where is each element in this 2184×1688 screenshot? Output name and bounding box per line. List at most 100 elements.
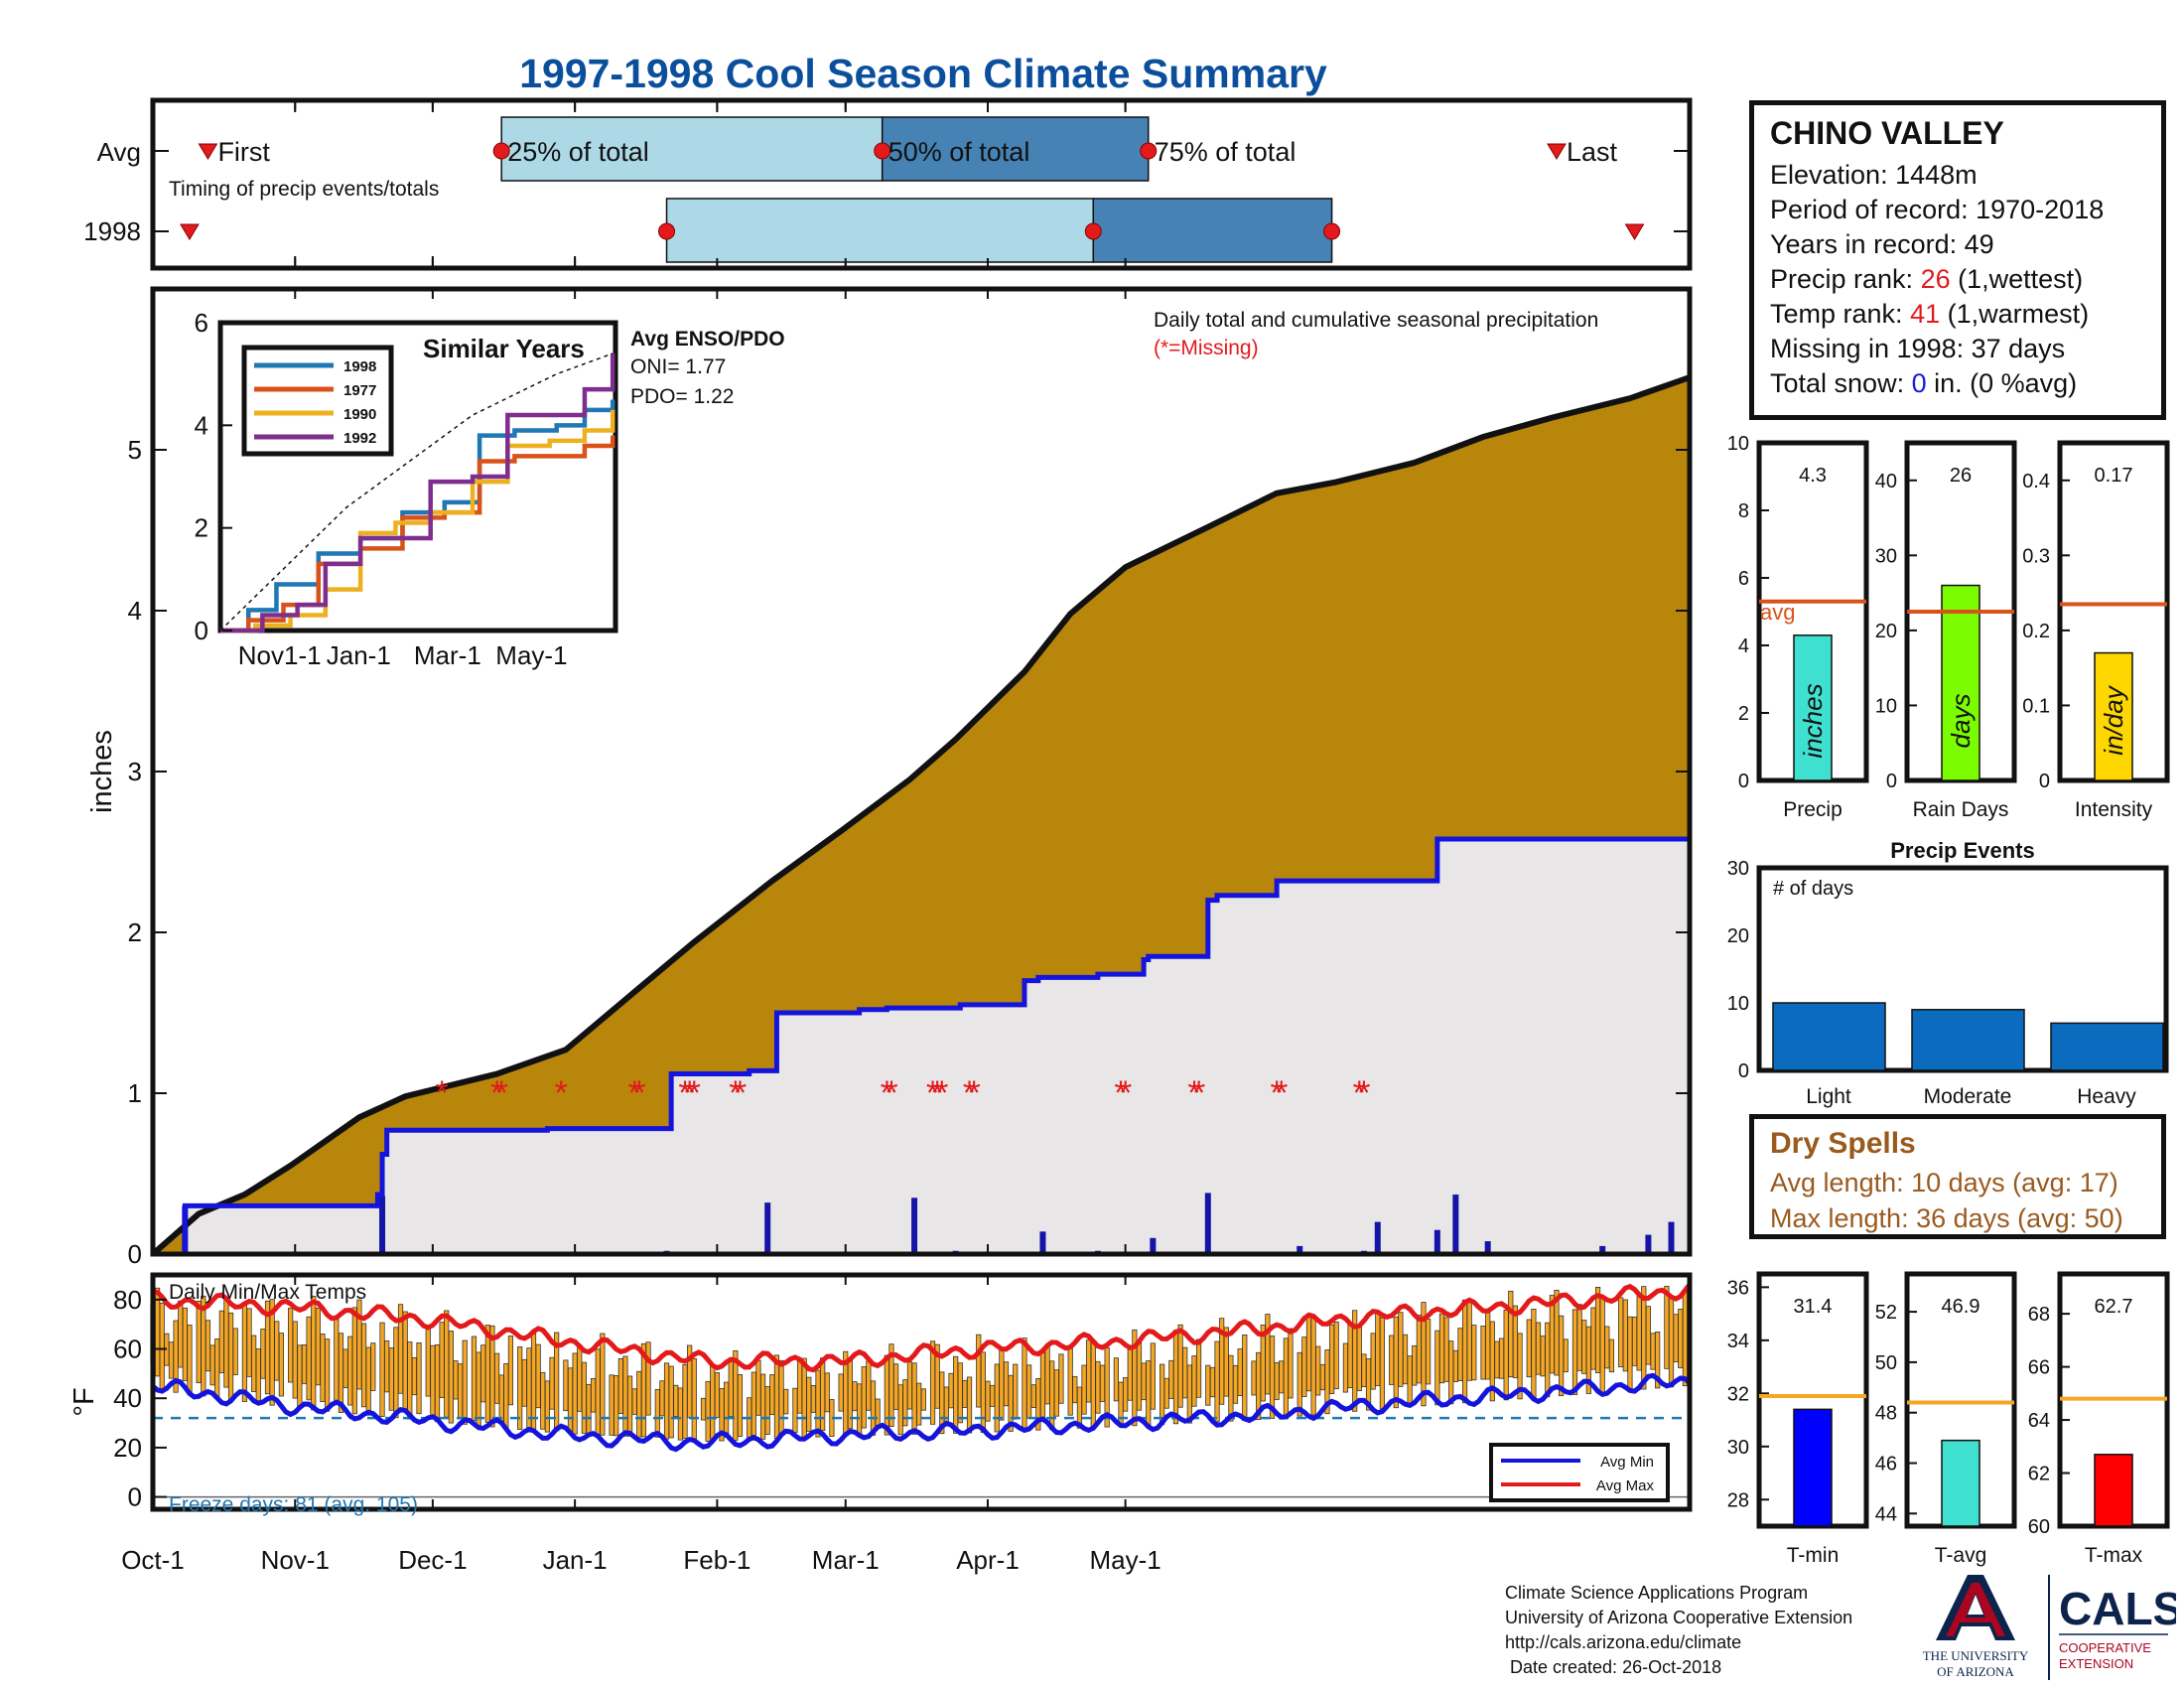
daily-temp-bar bbox=[1678, 1309, 1684, 1368]
daily-temp-bar bbox=[600, 1333, 606, 1436]
inset-x-tick-label: Nov1-1 bbox=[238, 640, 322, 670]
summary-y-tick-label: 62 bbox=[2028, 1464, 2050, 1485]
daily-temp-bar bbox=[1655, 1332, 1661, 1389]
daily-temp-bar bbox=[227, 1312, 234, 1401]
daily-temp-bar bbox=[301, 1344, 308, 1384]
missing-marker: * bbox=[1187, 1074, 1200, 1112]
daily-temp-bar bbox=[1030, 1384, 1036, 1409]
daily-temp-bar bbox=[1673, 1314, 1679, 1363]
daily-temp-bar bbox=[824, 1372, 830, 1413]
daily-temp-bar bbox=[682, 1363, 688, 1439]
precip-events-y-tick-label: 20 bbox=[1727, 925, 1749, 947]
daily-temp-bar bbox=[622, 1355, 628, 1437]
daily-temp-bar bbox=[521, 1358, 527, 1407]
daily-temp-bar bbox=[232, 1328, 238, 1375]
precip-rank-prefix: Precip rank: bbox=[1770, 264, 1921, 294]
daily-temp-bar bbox=[990, 1384, 996, 1407]
summary-value-label: 26 bbox=[1950, 465, 1972, 487]
daily-temp-bar bbox=[737, 1374, 744, 1437]
missing-marker: * bbox=[683, 1074, 696, 1112]
timing-year-label: 1998 bbox=[83, 216, 141, 246]
summary-category-label: T-max bbox=[2085, 1544, 2143, 1567]
temp-panel: 0 20 40 60 80 Daily Min/Max Temps Freeze day… bbox=[68, 1272, 1693, 1516]
missing-marker: * bbox=[734, 1074, 747, 1112]
legend-max-label: Avg Max bbox=[1596, 1477, 1655, 1494]
temp-panel-frame bbox=[150, 1272, 1693, 1512]
daily-temp-bar bbox=[526, 1347, 532, 1428]
daily-temp-bar bbox=[1242, 1335, 1248, 1421]
daily-temp-bar bbox=[1443, 1317, 1449, 1382]
year-50-75-box bbox=[1092, 198, 1333, 263]
daily-temp-bar bbox=[1361, 1353, 1367, 1387]
summary-y-tick-label: 52 bbox=[1875, 1302, 1897, 1324]
daily-temp-bar bbox=[1608, 1338, 1615, 1373]
daily-temp-bar bbox=[416, 1342, 422, 1415]
footer-line-3[interactable]: http://cals.arizona.edu/climate bbox=[1505, 1632, 1742, 1652]
daily-precip-bar bbox=[1645, 1234, 1652, 1254]
summary-y-tick-label: 30 bbox=[1727, 1437, 1749, 1459]
summary-y-tick-label: 30 bbox=[1875, 545, 1897, 567]
daily-precip-bar bbox=[1668, 1221, 1675, 1254]
summary-y-tick-label: 44 bbox=[1875, 1503, 1897, 1525]
year-cumulative-line bbox=[153, 739, 1693, 1257]
daily-temp-bar bbox=[1342, 1342, 1349, 1393]
daily-temp-bar bbox=[462, 1339, 468, 1425]
missing-marker: * bbox=[1357, 1074, 1370, 1112]
temp-ylabel: °F bbox=[68, 1387, 100, 1416]
enso-title: Avg ENSO/PDO bbox=[630, 328, 785, 351]
summary-y-tick-label: 4 bbox=[1738, 635, 1749, 657]
daily-temp-bar bbox=[402, 1311, 408, 1413]
inset-y-tick-label: 2 bbox=[195, 513, 208, 543]
daily-temp-bar bbox=[957, 1362, 963, 1424]
inset-series-1977 bbox=[220, 435, 615, 633]
daily-temp-bar bbox=[218, 1310, 224, 1374]
daily-temp-bar bbox=[1301, 1336, 1307, 1397]
year-25-50-box bbox=[665, 198, 1095, 263]
daily-temp-bar bbox=[668, 1365, 674, 1439]
snow-line: Total snow: 0 in. (0 %avg) bbox=[1770, 366, 2145, 401]
daily-temp-bar bbox=[1090, 1341, 1096, 1429]
daily-temp-bar bbox=[1498, 1337, 1505, 1379]
daily-temp-bar bbox=[572, 1352, 578, 1435]
temp-rank-value: 41 bbox=[1910, 299, 1941, 329]
daily-temp-bar bbox=[1177, 1324, 1183, 1408]
daily-temp-bar bbox=[1412, 1344, 1418, 1386]
temp-y-tick-label: 0 bbox=[128, 1482, 142, 1512]
daily-temp-bar bbox=[1540, 1336, 1546, 1377]
daily-temp-bar bbox=[691, 1357, 697, 1442]
daily-temp-bar bbox=[714, 1372, 720, 1418]
daily-temp-bar bbox=[659, 1380, 665, 1417]
daily-temp-bar bbox=[1631, 1317, 1638, 1366]
daily-temp-bar bbox=[994, 1363, 1000, 1433]
inset-legend-label: 1990 bbox=[343, 406, 376, 423]
summary-panel-t-max: 60 62 64 66 68 62.7 T-max bbox=[2028, 1271, 2170, 1567]
daily-precip-bar bbox=[1150, 1237, 1157, 1254]
main-y-tick-label: 5 bbox=[128, 435, 142, 465]
daily-temp-bar bbox=[1512, 1305, 1519, 1378]
daily-temp-bar bbox=[820, 1357, 826, 1431]
daily-temp-bar bbox=[1457, 1328, 1463, 1381]
x-axis-label: May-1 bbox=[1090, 1545, 1161, 1575]
daily-precip-bar bbox=[1599, 1245, 1606, 1254]
daily-temp-bar bbox=[1113, 1357, 1119, 1402]
daily-temp-bar bbox=[1517, 1333, 1523, 1400]
daily-temp-bar bbox=[530, 1333, 537, 1432]
daily-temp-bar bbox=[1328, 1324, 1335, 1394]
daily-temp-bar bbox=[1563, 1338, 1569, 1373]
footer-line-4: Date created: 26-Oct-2018 bbox=[1505, 1657, 1722, 1677]
daily-temp-bar bbox=[778, 1359, 784, 1434]
daily-temp-bar bbox=[1636, 1296, 1642, 1371]
temp-rank-suffix: (1,warmest) bbox=[1940, 299, 2090, 329]
daily-temp-bar bbox=[1480, 1326, 1486, 1380]
daily-temp-bar bbox=[1402, 1334, 1409, 1385]
daily-temp-bar bbox=[705, 1380, 711, 1442]
missing-marker: * bbox=[1114, 1074, 1127, 1112]
daily-temp-bar bbox=[1013, 1363, 1019, 1420]
precip-rank-value: 26 bbox=[1920, 264, 1951, 294]
summary-category-label: T-avg bbox=[1935, 1544, 1987, 1567]
daily-temp-bar bbox=[581, 1361, 587, 1434]
temp-rank-line: Temp rank: 41 (1,warmest) bbox=[1770, 297, 2145, 332]
daily-temp-bar bbox=[1594, 1287, 1601, 1373]
snow-suffix: in. (0 %avg) bbox=[1926, 368, 2078, 398]
summary-value-label: 4.3 bbox=[1799, 465, 1827, 487]
